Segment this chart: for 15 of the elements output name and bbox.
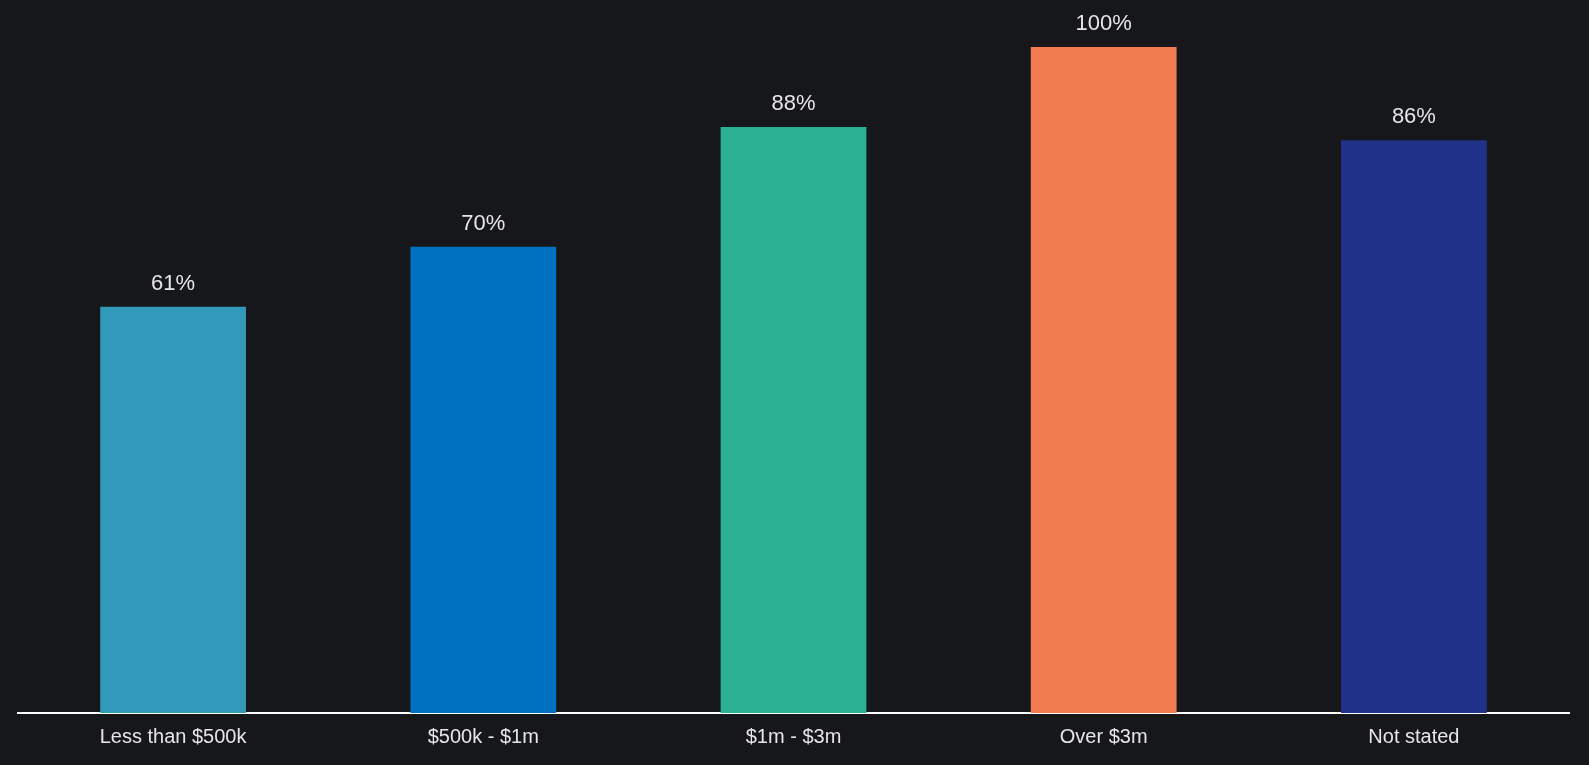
data-label: 88%	[771, 89, 816, 115]
bar	[1341, 140, 1487, 713]
data-label: 70%	[461, 209, 506, 235]
bar	[1030, 47, 1177, 713]
x-tick-label: $1m - $3m	[745, 724, 842, 747]
x-tick-label: Not stated	[1368, 724, 1460, 747]
x-tick-label: $500k - $1m	[427, 724, 539, 747]
data-label: 61%	[151, 269, 196, 295]
x-tick-label: Less than $500k	[99, 724, 248, 747]
data-label: 86%	[1391, 103, 1436, 129]
bar	[100, 306, 246, 713]
data-label: 100%	[1075, 10, 1132, 36]
bar	[410, 246, 557, 713]
bar	[720, 126, 867, 713]
x-tick-label: Over $3m	[1059, 724, 1148, 747]
